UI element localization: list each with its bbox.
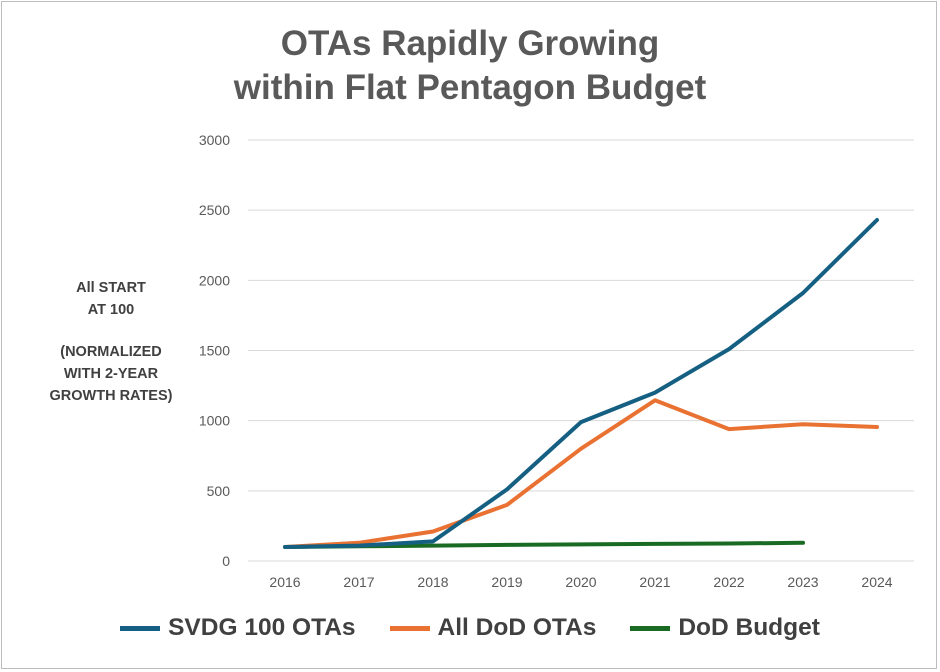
x-tick-label-2016: 2016	[269, 574, 300, 590]
y-tick-label-3000: 3000	[199, 132, 230, 148]
legend-swatch-all-dod	[389, 625, 430, 631]
series-line-svdg-100-otas	[283, 218, 879, 549]
x-tick-label-2021: 2021	[639, 574, 670, 590]
y-axis-note-line-6: GROWTH RATES)	[49, 388, 173, 404]
y-tick-label-500: 500	[207, 483, 231, 499]
x-tick-label-2019: 2019	[491, 574, 522, 590]
chart-title-line-1: OTAs Rapidly Growing	[280, 24, 660, 63]
x-tick-label-2022: 2022	[713, 574, 744, 590]
x-tick-label-2018: 2018	[417, 574, 448, 590]
y-axis-note-line-4: (NORMALIZED	[60, 344, 162, 360]
legend-label-svdg: SVDG 100 OTAs	[168, 614, 356, 641]
y-tick-label-1500: 1500	[199, 343, 230, 359]
y-axis-note: All START AT 100 (NORMALIZED WITH 2-YEAR…	[36, 277, 186, 407]
x-tick-label-2023: 2023	[787, 574, 818, 590]
legend-item-all-dod: All DoD OTAs	[389, 614, 597, 642]
y-axis-note-line-1: All START	[76, 280, 146, 296]
legend-item-dod-budget: DoD Budget	[630, 614, 820, 642]
chart-title-line-2: within Flat Pentagon Budget	[233, 68, 707, 107]
legend-swatch-svdg	[120, 625, 161, 631]
legend-swatch-dod-budget	[630, 625, 671, 631]
y-axis-note-line-5: WITH 2-YEAR	[63, 366, 159, 382]
legend-label-dod-budget: DoD Budget	[678, 614, 820, 641]
x-tick-label-2024: 2024	[861, 574, 892, 590]
x-tick-label-2020: 2020	[565, 574, 596, 590]
y-axis-note-line-2: AT 100	[87, 302, 135, 318]
y-tick-label-2500: 2500	[199, 202, 230, 218]
legend-item-svdg: SVDG 100 OTAs	[120, 614, 356, 642]
chart-title: OTAs Rapidly Growing within Flat Pentago…	[0, 22, 940, 110]
y-tick-label-1000: 1000	[199, 413, 230, 429]
y-tick-label-0: 0	[222, 553, 230, 569]
legend-label-all-dod: All DoD OTAs	[437, 614, 597, 641]
chart-legend: SVDG 100 OTAs All DoD OTAs DoD Budget	[0, 614, 940, 642]
y-tick-label-2000: 2000	[199, 272, 230, 288]
series-line-all-dod-otas	[283, 398, 879, 549]
x-tick-label-2017: 2017	[343, 574, 374, 590]
